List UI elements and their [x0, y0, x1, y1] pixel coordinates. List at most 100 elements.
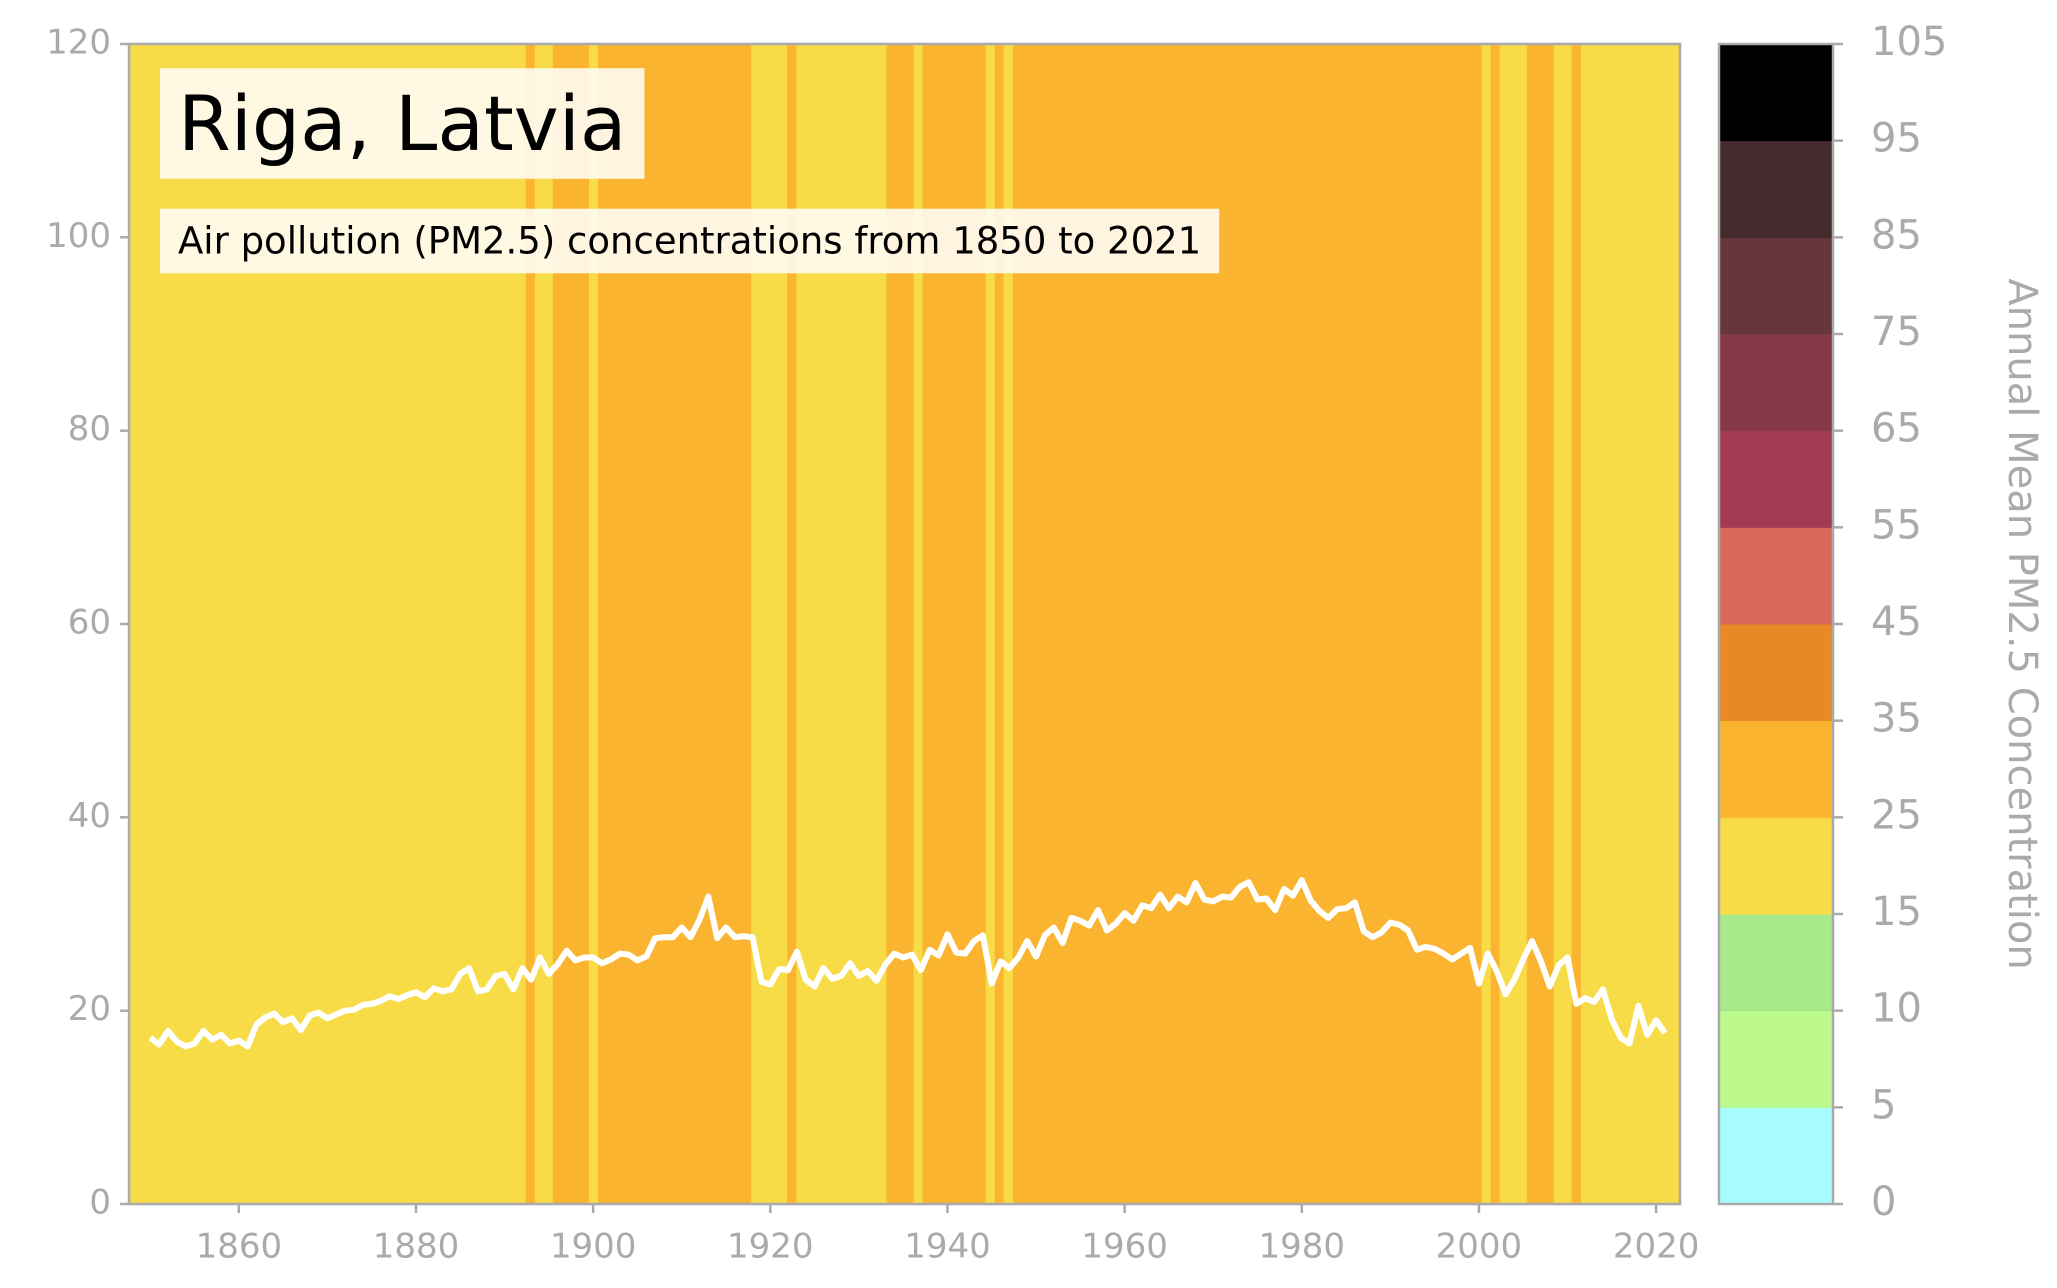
x-tick-label: 1900: [550, 1227, 637, 1267]
x-tick-label: 1980: [1259, 1227, 1346, 1267]
stripe: [1355, 44, 1365, 1204]
x-tick-label: 1940: [904, 1227, 991, 1267]
stripe: [354, 44, 365, 1204]
stripe: [1553, 44, 1564, 1204]
stripe: [1400, 44, 1411, 1204]
colorbar-tick-label: 0: [1871, 1179, 1896, 1225]
stripe: [624, 44, 635, 1204]
stripe: [1021, 44, 1032, 1204]
stripe: [670, 44, 680, 1204]
stripe: [922, 44, 933, 1204]
stripe: [1084, 44, 1095, 1204]
stripe: [147, 44, 157, 1204]
stripe: [453, 44, 464, 1204]
stripe: [264, 44, 274, 1204]
stripe: [1364, 44, 1375, 1204]
stripe: [724, 44, 734, 1204]
colorbar-tick-label: 95: [1871, 116, 1922, 162]
stripe: [1670, 44, 1681, 1204]
y-tick-label: 40: [68, 796, 111, 836]
stripe: [1012, 44, 1023, 1204]
stripe: [1120, 44, 1131, 1204]
stripe: [661, 44, 671, 1204]
stripe: [1508, 44, 1519, 1204]
stripe: [408, 44, 419, 1204]
stripe: [480, 44, 491, 1204]
stripe: [1499, 44, 1510, 1204]
stripe: [1319, 44, 1329, 1204]
stripe: [796, 44, 806, 1204]
y-tick-label: 80: [68, 409, 111, 449]
stripe: [1184, 44, 1194, 1204]
stripe: [219, 44, 229, 1204]
stripe: [1490, 44, 1501, 1204]
stripe: [1661, 44, 1672, 1204]
stripe: [841, 44, 851, 1204]
stripe: [1373, 44, 1384, 1204]
stripe: [1337, 44, 1347, 1204]
stripe: [1544, 44, 1555, 1204]
stripe: [877, 44, 888, 1204]
stripe: [706, 44, 716, 1204]
stripe: [778, 44, 788, 1204]
stripe: [1057, 44, 1068, 1204]
stripe: [805, 44, 815, 1204]
chart-title: Riga, Latvia: [178, 79, 626, 168]
stripe: [1328, 44, 1338, 1204]
stripe: [273, 44, 283, 1204]
stripe: [1310, 44, 1320, 1204]
stripe: [1220, 44, 1230, 1204]
stripe: [588, 44, 599, 1204]
stripe: [1571, 44, 1582, 1204]
stripe: [1427, 44, 1438, 1204]
stripe: [129, 44, 139, 1204]
stripe: [228, 44, 238, 1204]
stripe: [850, 44, 861, 1204]
stripe: [246, 44, 256, 1204]
x-tick-label: 1960: [1081, 1227, 1168, 1267]
stripe: [282, 44, 292, 1204]
chart-subtitle: Air pollution (PM2.5) concentrations fro…: [178, 220, 1201, 263]
stripe: [201, 44, 211, 1204]
colorbar-tick-label: 25: [1871, 792, 1922, 838]
stripe: [498, 44, 509, 1204]
stripe: [1409, 44, 1420, 1204]
stripe: [679, 44, 689, 1204]
stripe: [985, 44, 996, 1204]
chart-title-background: [160, 68, 645, 179]
stripe: [1589, 44, 1600, 1204]
stripe: [156, 44, 166, 1204]
stripe: [1211, 44, 1221, 1204]
stripe: [417, 44, 428, 1204]
colorbar-bin: [1719, 1107, 1833, 1205]
stripe: [1463, 44, 1474, 1204]
x-tick-label: 2020: [1613, 1227, 1700, 1267]
stripe: [318, 44, 328, 1204]
stripe: [615, 44, 626, 1204]
stripe: [1129, 44, 1140, 1204]
stripe: [1193, 44, 1203, 1204]
colorbar-tick-label: 85: [1871, 212, 1922, 258]
stripe: [958, 44, 969, 1204]
stripe: [300, 44, 310, 1204]
stripe: [516, 44, 527, 1204]
chart-title-box: Riga, Latvia: [160, 68, 645, 179]
stripe: [688, 44, 698, 1204]
stripe: [1111, 44, 1122, 1204]
stripe: [1238, 44, 1248, 1204]
stripe: [606, 44, 617, 1204]
stripe: [1274, 44, 1284, 1204]
plot-area: [129, 44, 1681, 1204]
stripe: [823, 44, 833, 1204]
stripe: [859, 44, 870, 1204]
colorbar-label: Annual Mean PM2.5 Concentration: [1999, 278, 2045, 969]
stripe: [1247, 44, 1257, 1204]
stripe: [1517, 44, 1528, 1204]
stripe: [1346, 44, 1356, 1204]
stripe: [435, 44, 446, 1204]
stripe: [327, 44, 338, 1204]
stripe: [363, 44, 374, 1204]
stripe: [525, 44, 536, 1204]
stripe: [507, 44, 518, 1204]
